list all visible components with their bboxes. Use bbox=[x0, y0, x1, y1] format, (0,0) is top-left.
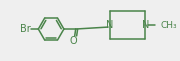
Text: N: N bbox=[142, 20, 149, 30]
Text: O: O bbox=[70, 36, 78, 46]
Text: Br: Br bbox=[20, 24, 31, 34]
Text: CH₃: CH₃ bbox=[160, 21, 177, 30]
Text: N: N bbox=[106, 20, 114, 30]
